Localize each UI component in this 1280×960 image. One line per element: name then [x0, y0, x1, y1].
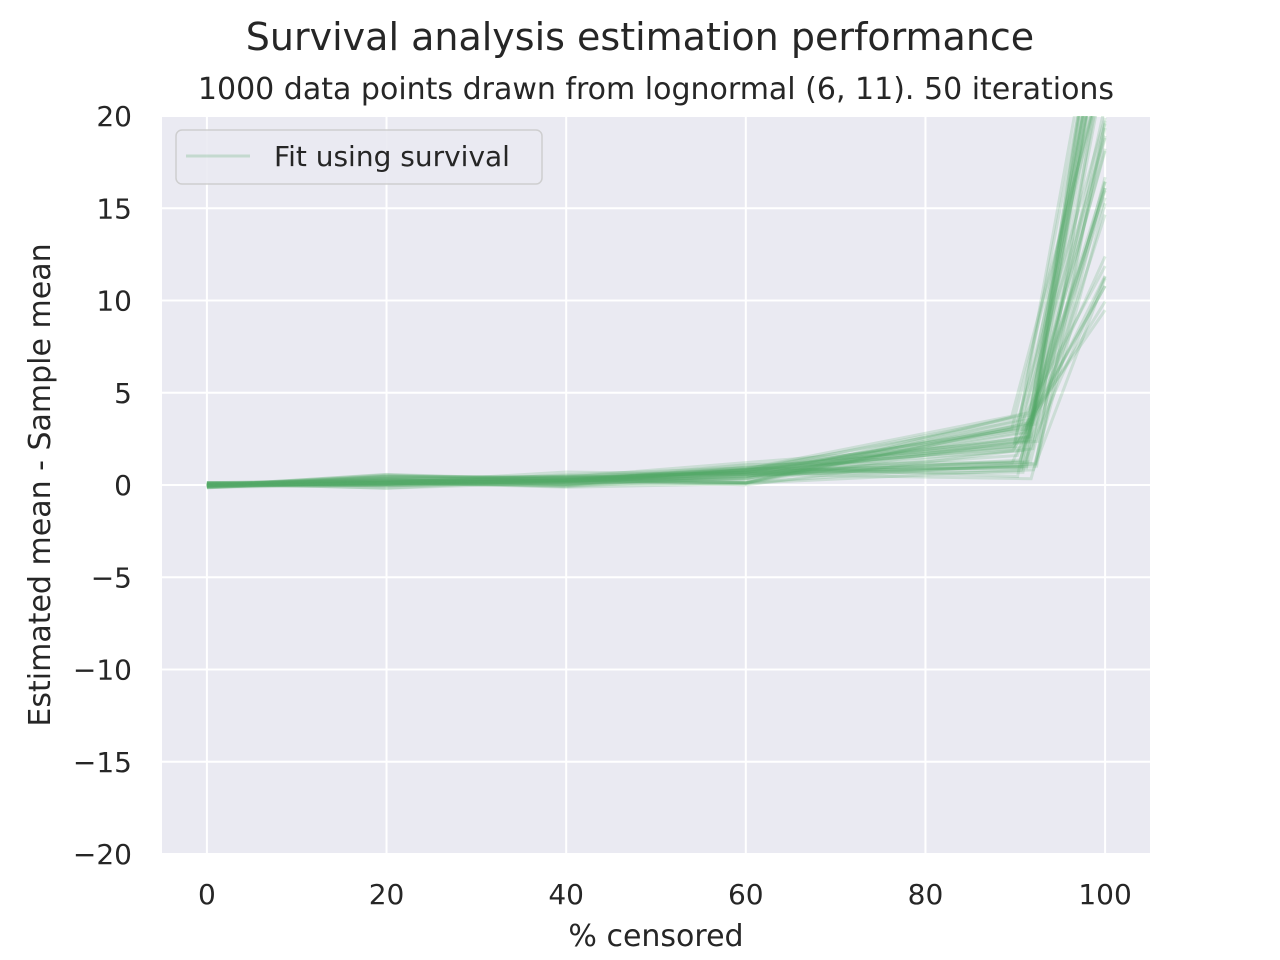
- x-tick-label: 80: [908, 878, 944, 911]
- y-tick-label: 15: [96, 192, 132, 225]
- x-tick-labels: 0 20 40 60 80 100: [198, 878, 1132, 911]
- chart-title: Survival analysis estimation performance: [246, 15, 1034, 59]
- iteration-line: [206, 116, 1085, 486]
- iteration-line: [206, 148, 1107, 490]
- iteration-line: [206, 116, 1088, 488]
- iteration-line: [206, 116, 1093, 486]
- y-tick-label: 5: [114, 377, 132, 410]
- y-tick-label: 10: [96, 285, 132, 318]
- y-tick-label: 0: [114, 469, 132, 502]
- iteration-line: [206, 116, 1082, 490]
- grid-lines: [162, 115, 1150, 855]
- iteration-line: [206, 181, 1107, 488]
- iteration-line: [206, 116, 1080, 488]
- iteration-line: [206, 116, 1095, 487]
- y-tick-label: −20: [73, 838, 132, 871]
- iteration-line: [206, 116, 1094, 485]
- iteration-line: [206, 116, 1080, 486]
- iteration-line: [206, 116, 1098, 487]
- x-tick-label: 20: [369, 878, 405, 911]
- iteration-line: [206, 116, 1085, 487]
- iteration-line: [206, 276, 1107, 486]
- x-tick-label: 100: [1078, 878, 1131, 911]
- x-tick-label: 60: [728, 878, 764, 911]
- iteration-line: [206, 116, 1084, 489]
- iteration-line: [206, 116, 1088, 489]
- y-tick-label: −5: [91, 561, 132, 594]
- iteration-line: [206, 127, 1107, 487]
- iteration-line: [206, 116, 1081, 487]
- chart-subtitle: 1000 data points drawn from lognormal (6…: [198, 72, 1114, 107]
- iteration-line: [206, 150, 1107, 488]
- iteration-line: [206, 197, 1107, 487]
- y-tick-label: −15: [73, 746, 132, 779]
- iteration-line: [206, 187, 1107, 488]
- iteration-line: [206, 190, 1107, 488]
- series-lines: [206, 116, 1107, 490]
- iteration-line: [206, 137, 1107, 487]
- iteration-line: [206, 116, 1094, 487]
- iteration-line: [206, 275, 1107, 485]
- iteration-line: [206, 116, 1093, 486]
- iteration-line: [206, 187, 1107, 487]
- iteration-line: [206, 265, 1107, 487]
- iteration-line: [206, 181, 1107, 489]
- iteration-line: [206, 116, 1105, 487]
- iteration-line: [206, 285, 1107, 486]
- iteration-line: [206, 300, 1107, 489]
- legend: Fit using survival: [175, 129, 543, 185]
- iteration-line: [206, 116, 1081, 488]
- iteration-line: [206, 116, 1085, 489]
- iteration-line: [206, 116, 1088, 488]
- iteration-line: [206, 277, 1107, 487]
- iteration-line: [206, 176, 1107, 487]
- iteration-line: [206, 116, 1089, 488]
- iteration-line: [206, 120, 1107, 485]
- x-tick-label: 40: [548, 878, 584, 911]
- y-tick-labels: 20 15 10 5 0 −5 −10 −15 −20: [73, 100, 132, 871]
- iteration-line: [206, 255, 1107, 485]
- iteration-line: [206, 214, 1107, 487]
- legend-box: [175, 129, 543, 185]
- legend-label: Fit using survival: [274, 140, 510, 173]
- iteration-line: [206, 117, 1107, 488]
- iteration-line: [206, 116, 1076, 487]
- iteration-line: [206, 285, 1107, 488]
- x-tick-label: 0: [198, 878, 216, 911]
- iteration-line: [206, 116, 1089, 490]
- y-tick-label: 20: [96, 100, 132, 133]
- iteration-line: [206, 135, 1107, 486]
- x-axis-label: % censored: [568, 919, 743, 954]
- y-tick-label: −10: [73, 654, 132, 687]
- iteration-line: [206, 309, 1107, 488]
- iteration-line: [206, 116, 1096, 487]
- iteration-line: [206, 116, 1086, 490]
- iteration-line: [206, 123, 1107, 488]
- y-axis-label: Estimated mean - Sample mean: [23, 243, 58, 726]
- iteration-line: [206, 202, 1107, 488]
